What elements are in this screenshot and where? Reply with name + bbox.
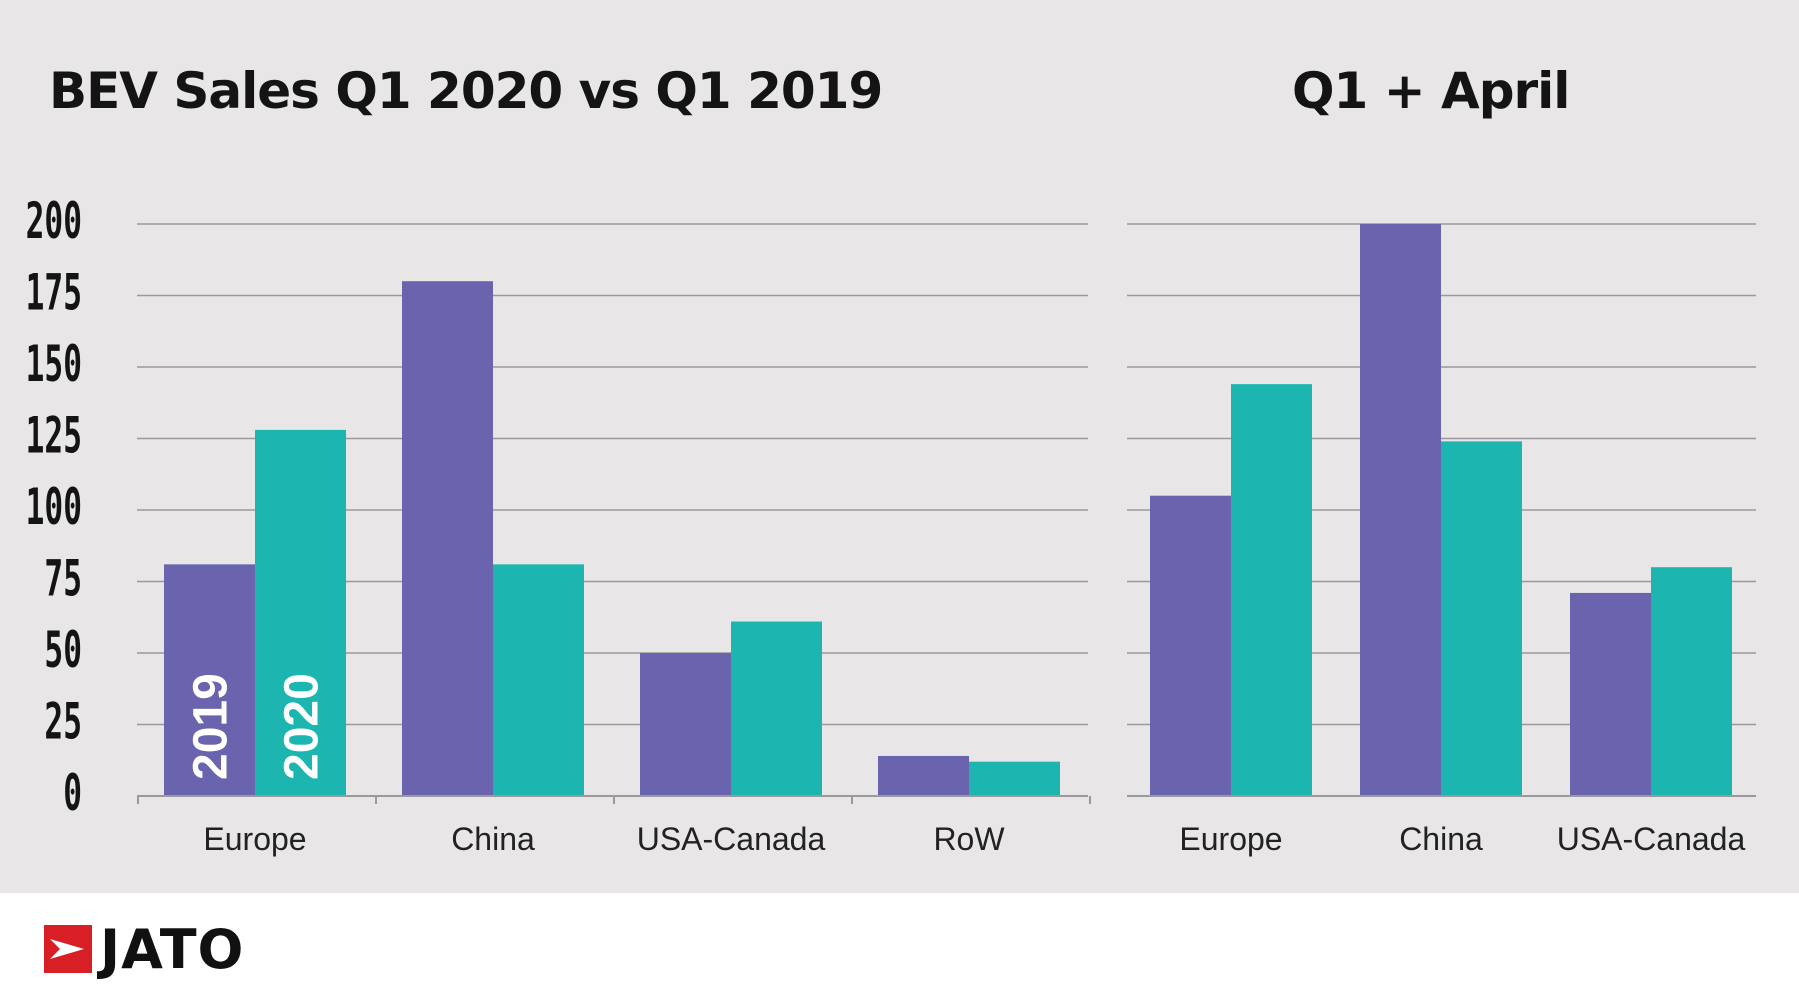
x-tick-label-right-china: China bbox=[1399, 821, 1483, 857]
bar-right-europe-2020 bbox=[1231, 384, 1312, 796]
y-tick-label-200: 200 bbox=[26, 191, 82, 250]
y-tick-label-100: 100 bbox=[26, 477, 82, 536]
series-label-2019: 2019 bbox=[185, 673, 238, 780]
bar-right-europe-2019 bbox=[1150, 495, 1231, 796]
y-tick-label-75: 75 bbox=[44, 549, 82, 608]
y-tick-label-0: 0 bbox=[63, 763, 82, 822]
bar-left-china-2019 bbox=[402, 281, 493, 796]
y-tick-label-175: 175 bbox=[26, 263, 82, 322]
bar-left-usa-canada-2019 bbox=[640, 653, 731, 796]
bar-charts: 0 25 50 75 100 125 150 175 200 2019 2020 Europe Chin… bbox=[26, 191, 1756, 857]
x-tick-label-left-row: RoW bbox=[933, 821, 1005, 857]
x-tick-label-left-europe: Europe bbox=[203, 821, 306, 857]
y-tick-label-125: 125 bbox=[26, 406, 82, 465]
bar-right-china-2019 bbox=[1360, 224, 1441, 796]
bar-right-usa-canada-2020 bbox=[1651, 567, 1732, 796]
bar-left-europe-2020 bbox=[255, 429, 346, 796]
bar-right-china-2020 bbox=[1441, 441, 1522, 796]
chart-title-left: BEV Sales Q1 2020 vs Q1 2019 bbox=[49, 62, 883, 120]
chart-title-right: Q1 + April bbox=[1292, 62, 1570, 120]
y-tick-label-50: 50 bbox=[44, 620, 82, 679]
bar-left-row-2020 bbox=[969, 761, 1060, 796]
x-tick-label-right-usa-canada: USA-Canada bbox=[1557, 821, 1746, 857]
x-tick-label-right-europe: Europe bbox=[1179, 821, 1282, 857]
bar-left-europe-2019 bbox=[164, 564, 255, 796]
bar-left-row-2019 bbox=[878, 755, 969, 796]
footer bbox=[0, 893, 1799, 1002]
x-tick-label-left-china: China bbox=[451, 821, 535, 857]
bar-left-china-2020 bbox=[493, 564, 584, 796]
jato-logo-icon bbox=[44, 925, 92, 973]
logo-text: JATO bbox=[100, 918, 245, 981]
y-tick-label-25: 25 bbox=[44, 692, 82, 751]
bar-left-usa-canada-2020 bbox=[731, 621, 822, 796]
bar-right-usa-canada-2019 bbox=[1570, 592, 1651, 796]
y-tick-label-150: 150 bbox=[26, 334, 82, 393]
series-label-2020: 2020 bbox=[276, 673, 329, 780]
x-tick-label-left-usa-canada: USA-Canada bbox=[637, 821, 826, 857]
